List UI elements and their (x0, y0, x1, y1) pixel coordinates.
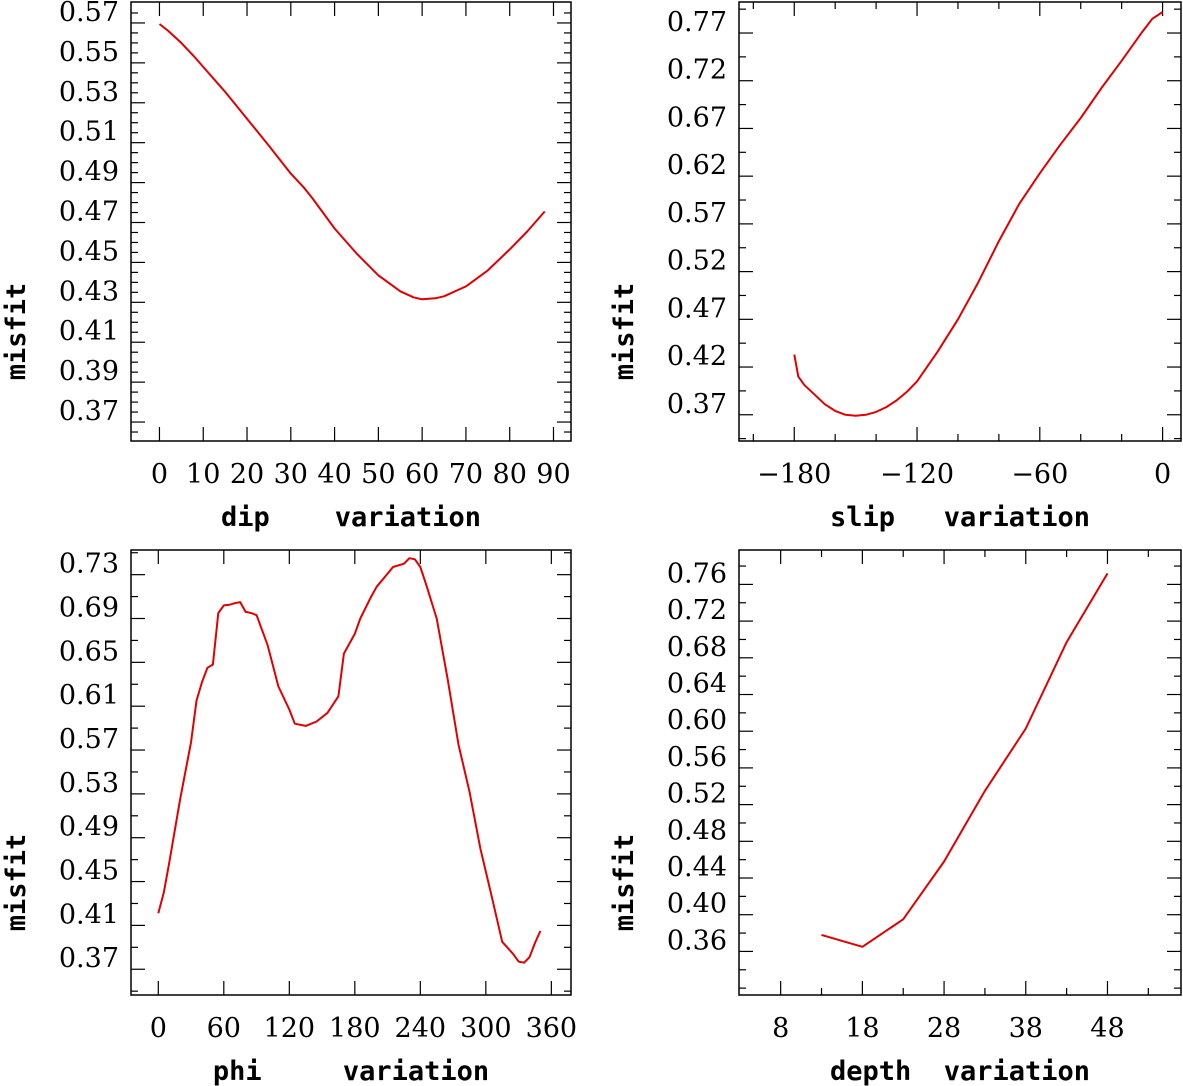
x-tick-label: 70 (449, 459, 483, 490)
x-tick-label: −60 (1011, 459, 1068, 490)
y-tick-label: 0.47 (667, 293, 727, 324)
y-tick-label: 0.57 (667, 198, 727, 229)
x-tick-label: −120 (880, 459, 954, 490)
misfit-curve (160, 24, 545, 299)
x-tick-label: 20 (230, 459, 264, 490)
y-tick-label: 0.72 (667, 55, 727, 86)
x-tick-label: 40 (317, 459, 351, 490)
y-tick-label: 0.69 (59, 593, 119, 624)
x-tick-label: 48 (1090, 1013, 1124, 1044)
misfit-figure: 0.37 0.39 0.41 0.43 0.45 0.47 0.49 0.51 0.53 0.55… (0, 0, 1183, 1086)
x-tick-label: 0 (150, 1013, 167, 1044)
x-tick-label: 360 (526, 1013, 578, 1044)
x-tick-label: 60 (207, 1013, 241, 1044)
y-tick-label: 0.39 (59, 356, 119, 387)
misfit-curve (158, 558, 540, 963)
y-tick-label: 0.57 (59, 724, 119, 755)
chart-panel-phi: 0.37 0.41 0.45 0.49 0.53 0.57 0.61 0.65 0.69 0.73… (1, 549, 577, 1086)
y-tick-label: 0.76 (667, 558, 727, 589)
y-tick-label: 0.45 (59, 856, 119, 887)
y-tick-label: 0.36 (667, 925, 727, 956)
x-tick-label: 30 (274, 459, 308, 490)
y-tick-label: 0.55 (59, 37, 119, 68)
y-tick-label: 0.62 (667, 150, 727, 181)
y-tick-label: 0.53 (59, 77, 119, 108)
y-tick-label: 0.43 (59, 276, 119, 307)
y-axis-label: misfit (609, 283, 640, 381)
y-tick-label: 0.77 (667, 7, 727, 38)
chart-panel-depth: 0.36 0.40 0.44 0.48 0.52 0.56 0.60 0.64 0.68 0.72… (609, 550, 1181, 1086)
x-tick-label: 180 (329, 1013, 381, 1044)
x-tick-label: 28 (927, 1013, 961, 1044)
x-tick-label: 50 (361, 459, 395, 490)
y-tick-label: 0.56 (667, 742, 727, 773)
x-axis-label: slip variation (830, 502, 1090, 533)
y-axis-label: misfit (1, 834, 32, 932)
misfit-curve (822, 573, 1108, 946)
x-axis-label: phi variation (213, 1056, 489, 1086)
misfit-curve (794, 12, 1162, 416)
y-tick-label: 0.52 (667, 779, 727, 810)
x-tick-label: 18 (845, 1013, 879, 1044)
y-tick-label: 0.41 (59, 899, 119, 930)
x-tick-label: 80 (493, 459, 527, 490)
y-tick-label: 0.37 (59, 943, 119, 974)
chart-panel-dip: 0.37 0.39 0.41 0.43 0.45 0.47 0.49 0.51 0.53 0.55… (1, 0, 571, 533)
y-tick-label: 0.73 (59, 549, 119, 580)
y-tick-label: 0.68 (667, 632, 727, 663)
x-tick-label: 120 (264, 1013, 316, 1044)
y-tick-label: 0.42 (667, 341, 727, 372)
y-tick-label: 0.41 (59, 316, 119, 347)
plot-frame (131, 2, 571, 441)
y-tick-label: 0.49 (59, 812, 119, 843)
x-tick-label: 8 (772, 1013, 789, 1044)
y-tick-label: 0.64 (667, 669, 727, 700)
x-tick-label: 10 (186, 459, 220, 490)
y-axis-label: misfit (1, 283, 32, 381)
y-tick-label: 0.45 (59, 236, 119, 267)
x-tick-label: 90 (536, 459, 570, 490)
y-tick-label: 0.40 (667, 889, 727, 920)
y-tick-label: 0.57 (59, 0, 119, 28)
y-tick-label: 0.61 (59, 680, 119, 711)
y-tick-label: 0.37 (667, 389, 727, 420)
x-axis-label: dip variation (221, 502, 481, 533)
y-tick-label: 0.48 (667, 815, 727, 846)
x-tick-label: 38 (1009, 1013, 1043, 1044)
plot-frame (131, 550, 571, 995)
x-tick-label: 0 (1154, 459, 1171, 490)
x-tick-label: 0 (151, 459, 168, 490)
y-tick-label: 0.60 (667, 705, 727, 736)
y-tick-label: 0.51 (59, 117, 119, 148)
x-tick-label: 60 (405, 459, 439, 490)
x-tick-label: 300 (460, 1013, 512, 1044)
y-axis-label: misfit (609, 834, 640, 932)
chart-panel-slip: 0.37 0.42 0.47 0.52 0.57 0.62 0.67 0.72 0.77 −180… (609, 2, 1181, 533)
y-tick-label: 0.44 (667, 852, 727, 883)
plot-frame (739, 2, 1181, 441)
y-tick-label: 0.72 (667, 595, 727, 626)
y-tick-label: 0.53 (59, 768, 119, 799)
y-tick-label: 0.65 (59, 636, 119, 667)
y-tick-label: 0.49 (59, 157, 119, 188)
x-tick-label: 240 (395, 1013, 447, 1044)
y-tick-label: 0.67 (667, 102, 727, 133)
x-axis-label: depth variation (830, 1056, 1090, 1086)
plot-frame (739, 550, 1181, 995)
y-tick-label: 0.37 (59, 396, 119, 427)
y-tick-label: 0.47 (59, 196, 119, 227)
y-tick-label: 0.52 (667, 246, 727, 277)
x-tick-label: −180 (757, 459, 831, 490)
